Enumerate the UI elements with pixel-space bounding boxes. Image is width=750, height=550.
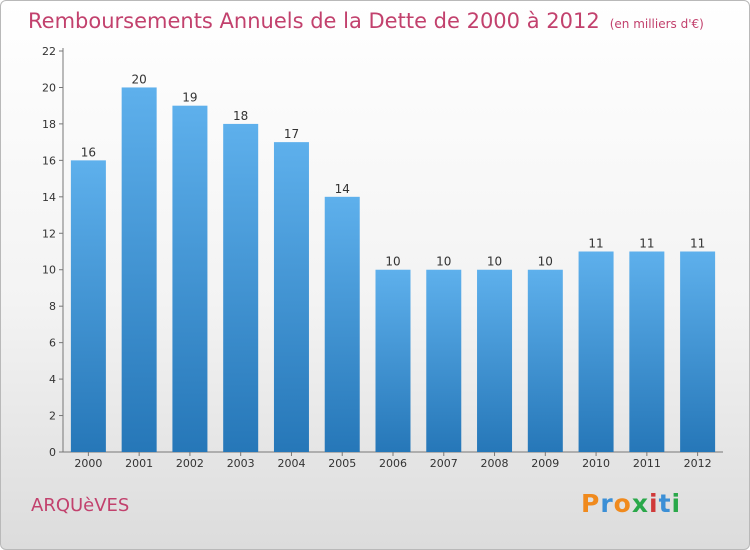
x-tick-label: 2009 — [531, 457, 559, 470]
y-tick-label: 10 — [42, 264, 56, 277]
bar — [375, 269, 411, 452]
bar — [70, 160, 106, 452]
bar — [426, 269, 462, 452]
bar — [172, 105, 208, 452]
logo-letter: x — [631, 489, 649, 518]
x-tick-label: 2003 — [227, 457, 255, 470]
logo-letter: r — [600, 489, 614, 518]
data-label: 11 — [588, 237, 603, 251]
y-tick-label: 20 — [42, 81, 56, 94]
title-text: Remboursements Annuels de la Dette de 20… — [28, 9, 600, 33]
data-label: 10 — [436, 255, 451, 269]
bar — [527, 269, 563, 452]
logo-letter: o — [613, 489, 632, 518]
bar — [223, 123, 259, 452]
x-tick-label: 2006 — [379, 457, 407, 470]
bar — [121, 87, 157, 453]
proxiti-logo: Proxiti — [581, 489, 681, 518]
y-tick-label: 14 — [42, 191, 56, 204]
data-label: 11 — [639, 237, 654, 251]
chart-title: Remboursements Annuels de la Dette de 20… — [28, 9, 704, 33]
logo-letter: i — [671, 489, 682, 518]
x-tick-label: 2010 — [582, 457, 610, 470]
data-label: 17 — [284, 127, 299, 141]
data-label: 18 — [233, 109, 248, 123]
bar — [629, 251, 665, 452]
logo-letter: P — [581, 489, 601, 518]
logo-letter: i — [649, 489, 659, 518]
commune-name: ARQUèVES — [31, 495, 130, 516]
data-label: 14 — [335, 182, 350, 196]
y-tick-label: 4 — [49, 373, 56, 386]
data-label: 10 — [487, 255, 502, 269]
data-label: 19 — [182, 91, 197, 105]
bar — [477, 269, 513, 452]
data-label: 20 — [132, 72, 147, 86]
y-tick-label: 2 — [49, 410, 56, 423]
bar — [273, 142, 309, 453]
x-tick-label: 2011 — [633, 457, 661, 470]
y-tick-label: 12 — [42, 227, 56, 240]
data-label: 10 — [385, 255, 400, 269]
bar — [578, 251, 614, 452]
y-tick-label: 0 — [49, 446, 56, 459]
x-tick-label: 2001 — [125, 457, 153, 470]
x-tick-label: 2007 — [430, 457, 458, 470]
y-tick-label: 16 — [42, 154, 56, 167]
bar — [680, 251, 716, 452]
x-tick-label: 2012 — [684, 457, 712, 470]
y-tick-label: 18 — [42, 118, 56, 131]
bar — [324, 196, 360, 452]
x-tick-label: 2005 — [328, 457, 356, 470]
data-label: 10 — [538, 255, 553, 269]
data-label: 16 — [81, 145, 96, 159]
x-tick-label: 2002 — [176, 457, 204, 470]
x-tick-label: 2008 — [481, 457, 509, 470]
logo-letter: t — [658, 489, 672, 518]
y-tick-label: 8 — [49, 300, 56, 313]
x-tick-label: 2004 — [277, 457, 305, 470]
y-tick-label: 22 — [42, 45, 56, 58]
data-label: 11 — [690, 237, 705, 251]
y-tick-label: 6 — [49, 337, 56, 350]
x-tick-label: 2000 — [74, 457, 102, 470]
unit-label: (en milliers d'€) — [609, 17, 704, 31]
